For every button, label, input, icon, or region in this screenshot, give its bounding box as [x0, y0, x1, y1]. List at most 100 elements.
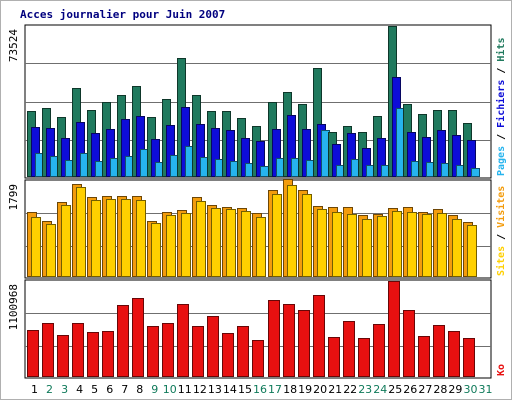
x-tick-label: 14 [223, 383, 237, 396]
legend-entry: Ko [496, 364, 507, 376]
bar-sites-day-10 [166, 215, 176, 277]
bar-sites-day-3 [61, 205, 71, 277]
x-tick-label: 12 [193, 383, 207, 396]
bar-sites-day-2 [46, 224, 56, 277]
panel-1: 73524 Pages / Fichiers / Hits [7, 24, 507, 179]
bar-sites-day-25 [392, 211, 402, 277]
x-tick-label: 30 [464, 383, 478, 396]
bar-ko-day-8 [132, 298, 144, 377]
legend-entry: Visites [495, 186, 507, 228]
bar-pages-day-16 [260, 166, 269, 177]
legend-entry: Pages [496, 146, 507, 176]
x-tick-label: 18 [283, 383, 297, 396]
bar-ko-day-9 [147, 326, 159, 377]
legend: Sites / Visites [495, 186, 507, 276]
bar-sites-day-15 [241, 211, 251, 277]
bar-ko-day-5 [87, 332, 99, 377]
bar-sites-day-1 [31, 217, 41, 277]
panel-frame [24, 279, 492, 379]
x-tick-label: 5 [91, 383, 98, 396]
bar-sites-day-5 [91, 200, 101, 277]
bar-ko-day-29 [448, 331, 460, 377]
bar-ko-day-22 [343, 321, 355, 377]
x-tick-label: 15 [238, 383, 252, 396]
x-tick-label: 26 [403, 383, 417, 396]
bar-ko-day-2 [42, 323, 54, 377]
legend-entry: Sites [495, 246, 507, 276]
bar-sites-day-21 [332, 212, 342, 277]
bar-sites-day-11 [181, 213, 191, 277]
bar-ko-day-1 [27, 330, 39, 377]
bar-ko-day-24 [373, 324, 385, 377]
y-max-label: 73524 [7, 29, 20, 62]
bar-ko-day-11 [177, 304, 189, 377]
bar-sites-day-28 [437, 213, 447, 277]
x-tick-label: 27 [418, 383, 432, 396]
bar-ko-day-21 [328, 337, 340, 377]
bar-sites-day-6 [106, 199, 116, 277]
legend-entry: Hits [495, 38, 507, 62]
x-tick-label: 13 [208, 383, 222, 396]
panel-frame [24, 24, 492, 179]
bar-ko-day-7 [117, 305, 129, 377]
x-tick-label: 24 [373, 383, 387, 396]
bar-ko-day-16 [252, 340, 264, 377]
legend-entry: Fichiers [495, 80, 507, 128]
bar-ko-day-28 [433, 325, 445, 377]
x-tick-label: 8 [136, 383, 143, 396]
legend-separator: / [496, 62, 507, 80]
y-max-label: 1100968 [7, 284, 20, 330]
chart-title: Acces journalier pour Juin 2007 [20, 8, 225, 21]
bar-sites-day-24 [377, 216, 387, 277]
x-tick-label: 1 [31, 383, 38, 396]
bar-ko-day-19 [298, 310, 310, 377]
panel-2: 1799 Sites / Visites [7, 179, 507, 279]
x-tick-label: 7 [121, 383, 128, 396]
bar-ko-day-6 [102, 331, 114, 377]
bar-ko-day-27 [418, 336, 430, 377]
bar-ko-day-26 [403, 310, 415, 377]
x-tick-label: 11 [178, 383, 192, 396]
x-tick-label: 9 [151, 383, 158, 396]
bar-ko-day-23 [358, 338, 370, 377]
bar-sites-day-20 [317, 209, 327, 277]
bar-sites-day-12 [196, 201, 206, 277]
x-tick-label: 4 [76, 383, 83, 396]
x-tick-label: 20 [313, 383, 327, 396]
bar-ko-day-14 [222, 333, 234, 377]
bar-sites-day-17 [272, 194, 282, 277]
bar-sites-day-30 [467, 225, 477, 277]
bar-sites-day-26 [407, 212, 417, 277]
x-tick-label: 28 [433, 383, 447, 396]
bar-sites-day-13 [211, 208, 221, 277]
x-tick-label: 29 [448, 383, 462, 396]
bar-ko-day-10 [162, 323, 174, 377]
x-tick-label: 22 [343, 383, 357, 396]
bar-ko-day-4 [72, 323, 84, 377]
bar-ko-day-15 [237, 326, 249, 377]
bar-sites-day-9 [151, 223, 161, 277]
bar-sites-day-22 [347, 214, 357, 277]
bar-ko-day-18 [283, 304, 295, 377]
bar-pages-day-30 [471, 168, 480, 177]
x-tick-label: 10 [163, 383, 177, 396]
panel-frame [24, 179, 492, 279]
x-tick-label: 16 [253, 383, 267, 396]
x-tick-label: 23 [358, 383, 372, 396]
legend-separator: / [496, 128, 507, 146]
x-tick-label: 6 [106, 383, 113, 396]
legend: Pages / Fichiers / Hits [495, 38, 507, 177]
bar-ko-day-12 [192, 326, 204, 377]
bar-sites-day-16 [256, 217, 266, 277]
bar-sites-day-8 [136, 200, 146, 277]
bar-sites-day-18 [287, 185, 297, 277]
x-tick-label: 17 [268, 383, 282, 396]
bar-ko-day-13 [207, 316, 219, 377]
x-tick-label: 2 [46, 383, 53, 396]
bar-ko-day-30 [463, 338, 475, 377]
bar-sites-day-7 [121, 199, 131, 277]
bar-ko-day-3 [57, 335, 69, 377]
bar-sites-day-19 [302, 194, 312, 277]
bar-ko-day-17 [268, 300, 280, 377]
